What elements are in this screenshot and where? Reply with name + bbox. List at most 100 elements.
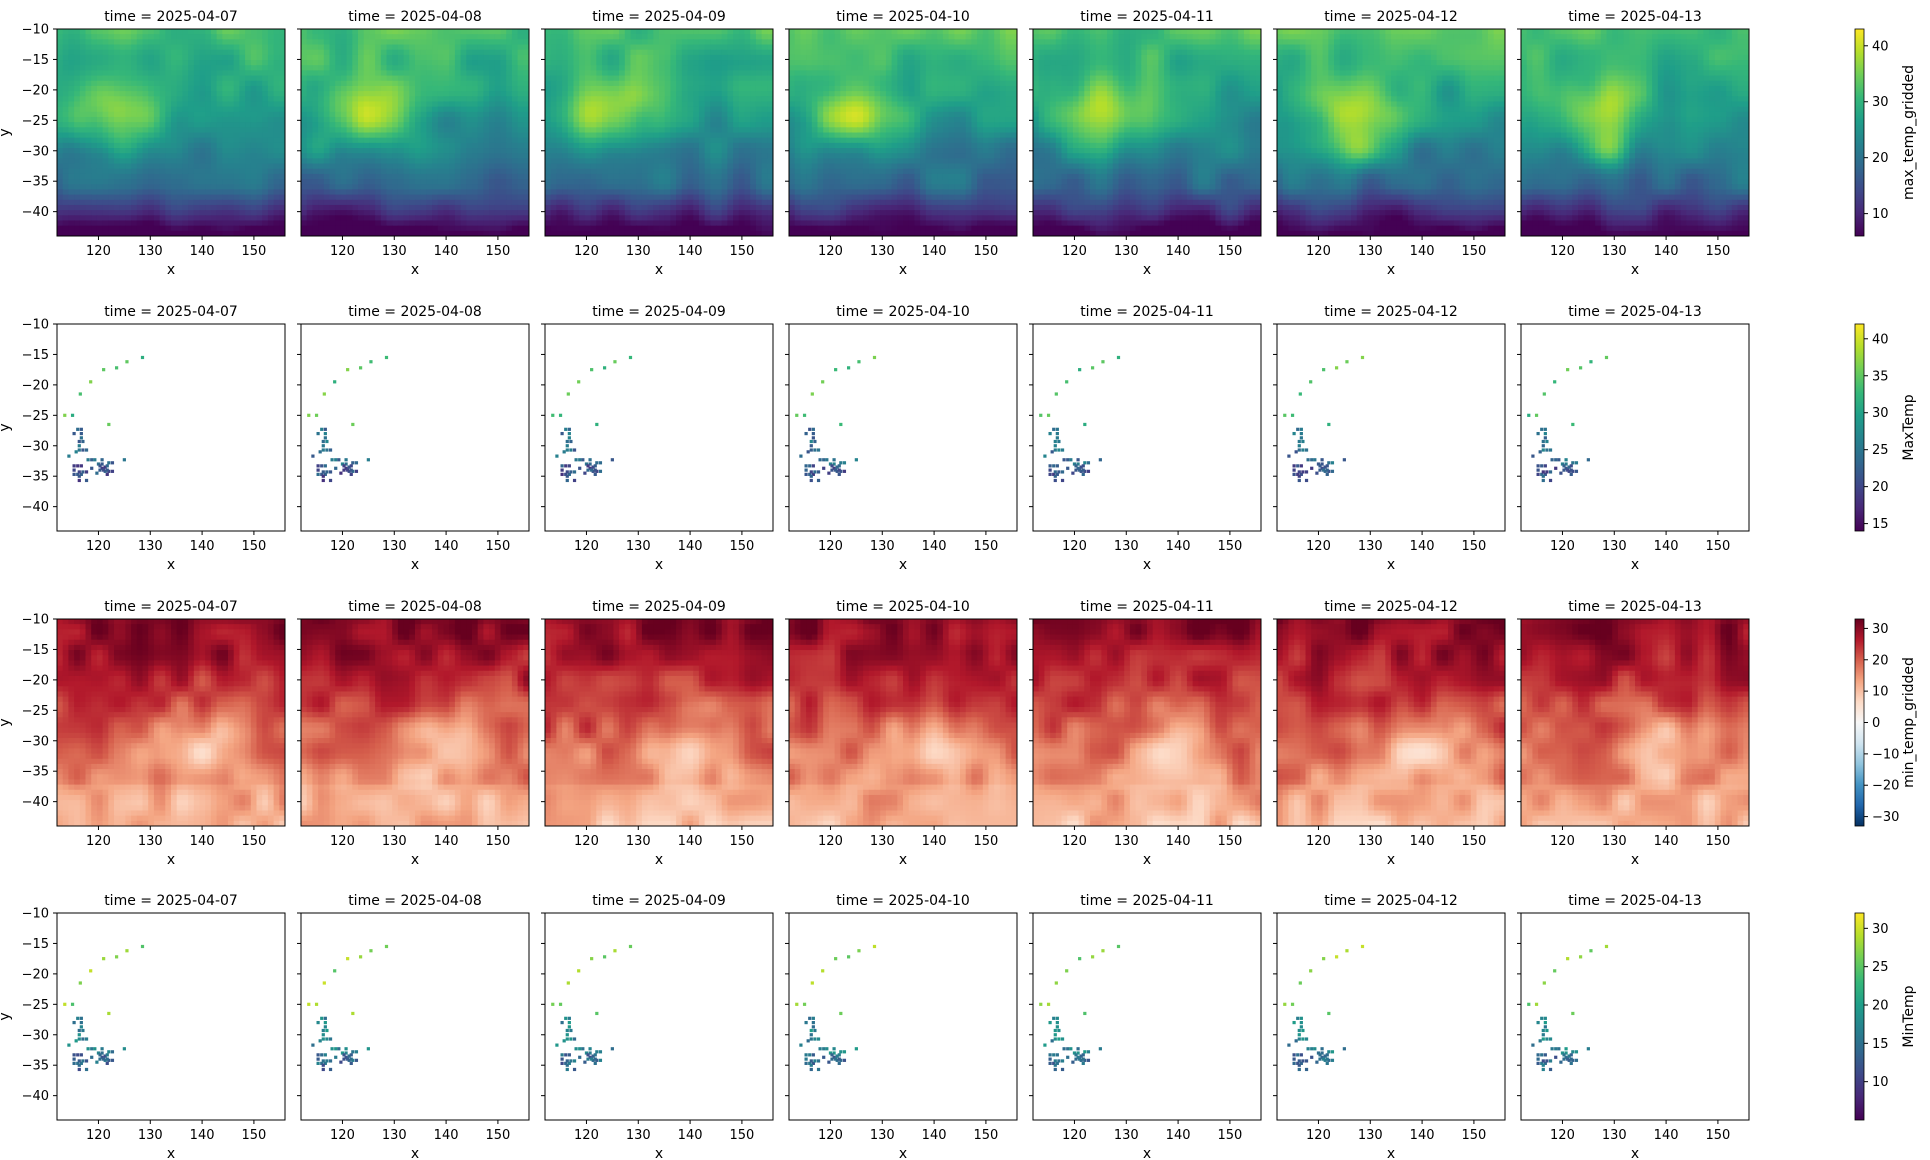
station-cell xyxy=(76,472,80,476)
station-cell xyxy=(1327,1050,1331,1054)
colorbar-gradient xyxy=(1854,912,1865,1121)
station-cell xyxy=(323,431,327,436)
station-cell xyxy=(1313,458,1317,462)
station-cell xyxy=(1297,1037,1301,1041)
station-cell xyxy=(822,1055,826,1059)
station-cell xyxy=(1081,1061,1085,1065)
station-cell xyxy=(86,458,90,462)
station-cell xyxy=(1054,981,1058,985)
facet-title: time = 2025-04-09 xyxy=(592,893,726,909)
station-cell xyxy=(1541,1037,1545,1041)
x-tick-label: 120 xyxy=(86,244,111,259)
station-cell xyxy=(593,464,597,468)
station-cell xyxy=(565,1033,569,1037)
station-cell xyxy=(577,969,581,973)
station-cell xyxy=(1531,1043,1535,1047)
station-cell xyxy=(323,436,327,440)
station-cell xyxy=(842,461,847,465)
panel-max_temp_gridded-4: time = 2025-04-10 120 130 140 150 x xyxy=(785,9,1018,278)
station-cell xyxy=(854,1047,858,1051)
station-cell xyxy=(1060,448,1065,452)
colorbar-tick-label: 10 xyxy=(1872,685,1889,700)
station-cell xyxy=(1564,1051,1568,1055)
station-cell xyxy=(1345,360,1349,364)
y-tick-label: −30 xyxy=(22,439,49,454)
station-cell xyxy=(1060,1037,1065,1041)
station-cell xyxy=(1604,355,1609,360)
station-cell xyxy=(835,465,839,469)
station-cell xyxy=(93,1047,97,1051)
station-cell xyxy=(346,957,350,961)
station-cell xyxy=(588,462,592,466)
x-tick-label: 140 xyxy=(678,1128,703,1143)
station-cell xyxy=(811,464,815,468)
station-cell xyxy=(583,471,587,475)
station-cell xyxy=(1562,468,1566,472)
station-cell xyxy=(77,1067,81,1072)
y-tick-label: −15 xyxy=(22,937,49,952)
station-cell xyxy=(567,1061,571,1065)
station-cell xyxy=(1297,448,1301,452)
station-cell xyxy=(81,1037,85,1041)
y-tick-label: −20 xyxy=(22,378,49,393)
y-tick-label: −30 xyxy=(22,144,49,159)
station-cell xyxy=(1052,1061,1056,1065)
x-axis-label: x xyxy=(167,262,175,278)
station-cell xyxy=(105,472,109,476)
x-tick-label: 120 xyxy=(574,1128,599,1143)
panel-min_temp_gridded-5: time = 2025-04-11 120 130 140 150 x xyxy=(1029,599,1262,868)
station-cell xyxy=(1078,1057,1082,1061)
station-cell xyxy=(816,1059,821,1063)
x-tick-label: 150 xyxy=(1461,539,1486,554)
station-cell xyxy=(1297,470,1301,474)
station-cell xyxy=(560,1057,564,1061)
station-cell xyxy=(825,1047,829,1051)
station-cell xyxy=(1304,1067,1309,1072)
station-cell xyxy=(572,448,577,452)
station-cell xyxy=(105,464,109,468)
station-cell xyxy=(818,1047,822,1051)
station-cell xyxy=(565,439,569,444)
y-tick-label: −35 xyxy=(22,175,49,190)
station-cell xyxy=(323,1016,327,1020)
station-cell xyxy=(610,458,614,462)
station-cell xyxy=(79,1025,83,1029)
station-cell xyxy=(813,448,817,452)
station-cell xyxy=(366,1047,370,1051)
station-cell xyxy=(572,470,577,474)
x-tick-label: 120 xyxy=(1306,539,1331,554)
colorbar-tick-label: 25 xyxy=(1872,960,1889,975)
station-cell xyxy=(1292,431,1296,436)
station-cell xyxy=(1296,1053,1300,1057)
station-cell xyxy=(1060,1059,1065,1063)
station-cell xyxy=(1294,1039,1298,1043)
station-cell xyxy=(565,448,569,452)
station-cell xyxy=(98,1057,102,1061)
station-cell xyxy=(84,448,89,452)
colorbar-tick-label: 30 xyxy=(1872,622,1889,637)
colorbar-gradient xyxy=(1854,618,1865,827)
station-cell xyxy=(1327,422,1331,427)
station-cell xyxy=(809,470,813,474)
station-cell xyxy=(560,472,564,476)
station-cell xyxy=(346,1057,350,1061)
x-axis-label: x xyxy=(167,852,175,868)
x-axis-label: x xyxy=(1143,262,1151,278)
station-cell xyxy=(809,474,813,478)
x-tick-label: 140 xyxy=(1166,1128,1191,1143)
station-cell xyxy=(830,468,834,472)
station-cell xyxy=(1297,1028,1301,1033)
station-cell xyxy=(1342,1047,1346,1051)
x-axis-label: x xyxy=(655,1146,663,1160)
station-cell xyxy=(1297,444,1301,448)
station-cell xyxy=(578,458,582,462)
y-axis-label: y xyxy=(0,423,13,431)
x-tick-label: 130 xyxy=(626,539,651,554)
panel-MinTemp-1: time = 2025-04-07 120 130 140 150 x −10 −15 −20 −… xyxy=(0,893,286,1160)
colorbar-tick-label: 35 xyxy=(1872,369,1889,384)
station-cell xyxy=(809,448,813,452)
x-tick-label: 120 xyxy=(330,539,355,554)
station-cell xyxy=(1304,1037,1309,1041)
panel-frame xyxy=(1276,28,1506,237)
station-cell xyxy=(1543,1061,1547,1065)
